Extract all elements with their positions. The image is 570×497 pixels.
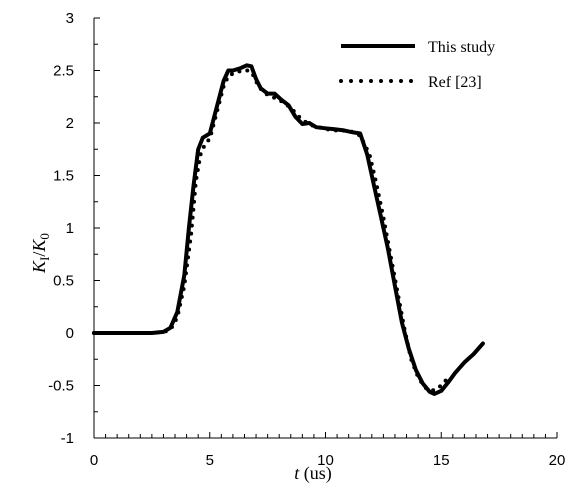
x-tick-label: 5 bbox=[206, 452, 214, 469]
y-tick-label: 1 bbox=[66, 220, 74, 237]
y-tick-label: 0 bbox=[66, 325, 74, 342]
x-axis-title: t (us) bbox=[294, 463, 332, 484]
legend: This study Ref [23] bbox=[339, 39, 495, 91]
series-line-this-study bbox=[92, 63, 485, 396]
y-tick-label: -1 bbox=[61, 430, 74, 447]
y-axis-title: KI/K0 bbox=[29, 233, 52, 274]
x-tick-label: 15 bbox=[433, 452, 450, 469]
y-tick-label: -0.5 bbox=[48, 378, 74, 395]
x-tick-label: 0 bbox=[90, 452, 98, 469]
y-tick-label: 1.5 bbox=[53, 168, 74, 185]
x-tick-label: 20 bbox=[549, 452, 566, 469]
y-tick-label: 2.5 bbox=[53, 63, 74, 80]
series-line-ref-23 bbox=[92, 68, 448, 393]
y-tick-label: 2 bbox=[66, 115, 74, 132]
y-tick-label: 3 bbox=[66, 10, 74, 27]
legend-label-this-study: This study bbox=[428, 39, 495, 56]
legend-label-ref-23: Ref [23] bbox=[428, 74, 482, 91]
y-tick-label: 0.5 bbox=[53, 273, 74, 290]
x-tick-label: 10 bbox=[317, 452, 334, 469]
